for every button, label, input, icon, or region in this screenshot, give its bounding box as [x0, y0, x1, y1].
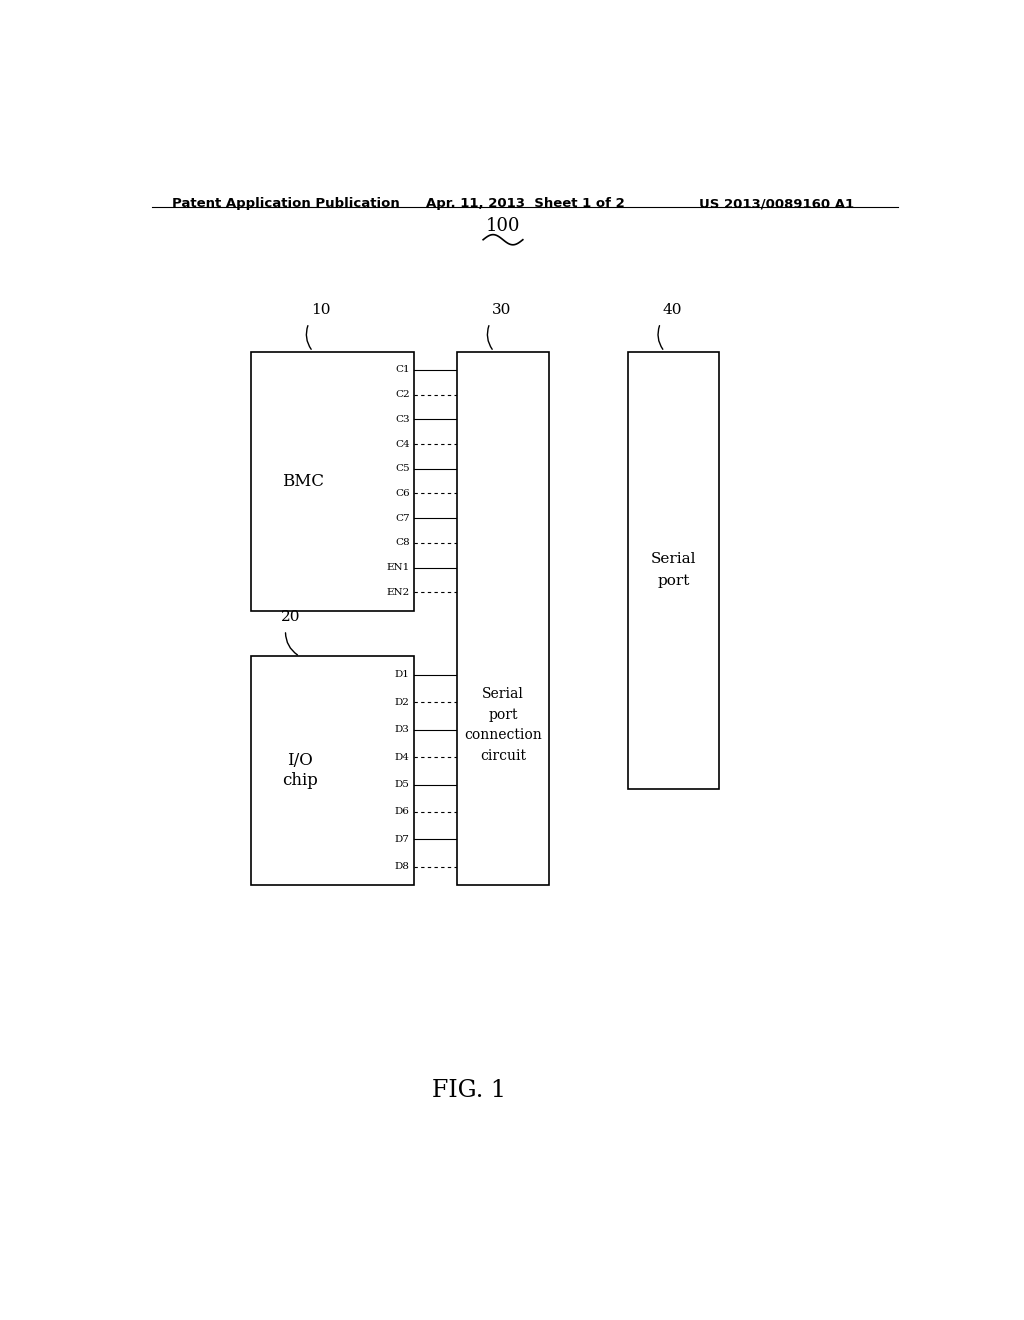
Text: EN2: EN2 — [386, 587, 410, 597]
Text: D1: D1 — [395, 671, 410, 680]
Text: C8: C8 — [395, 539, 410, 548]
Text: D4: D4 — [395, 752, 410, 762]
Text: 30: 30 — [493, 304, 512, 317]
Text: C5: C5 — [395, 465, 410, 474]
Text: D2: D2 — [395, 698, 410, 706]
Text: C6: C6 — [395, 488, 410, 498]
Text: 20: 20 — [281, 610, 300, 624]
Text: Apr. 11, 2013  Sheet 1 of 2: Apr. 11, 2013 Sheet 1 of 2 — [426, 197, 625, 210]
Text: 40: 40 — [663, 304, 682, 317]
Text: C2: C2 — [395, 389, 410, 399]
Text: D8: D8 — [395, 862, 410, 871]
Bar — [251, 351, 414, 611]
Text: US 2013/0089160 A1: US 2013/0089160 A1 — [699, 197, 854, 210]
Text: BMC: BMC — [282, 473, 324, 490]
Text: 100: 100 — [485, 216, 520, 235]
Text: 10: 10 — [311, 304, 331, 317]
Bar — [628, 351, 719, 788]
Text: D5: D5 — [395, 780, 410, 789]
Text: D6: D6 — [395, 808, 410, 817]
Text: C3: C3 — [395, 414, 410, 424]
Text: EN1: EN1 — [386, 564, 410, 572]
Text: C4: C4 — [395, 440, 410, 449]
Text: D7: D7 — [395, 834, 410, 843]
Text: Patent Application Publication: Patent Application Publication — [172, 197, 399, 210]
Bar — [458, 351, 549, 886]
Text: FIG. 1: FIG. 1 — [432, 1078, 506, 1102]
Bar — [251, 656, 414, 886]
Text: Serial
port: Serial port — [651, 552, 696, 589]
Text: Serial
port
connection
circuit: Serial port connection circuit — [464, 688, 542, 763]
Text: C1: C1 — [395, 366, 410, 375]
Text: I/O
chip: I/O chip — [282, 752, 317, 789]
Text: C7: C7 — [395, 513, 410, 523]
Text: D3: D3 — [395, 725, 410, 734]
